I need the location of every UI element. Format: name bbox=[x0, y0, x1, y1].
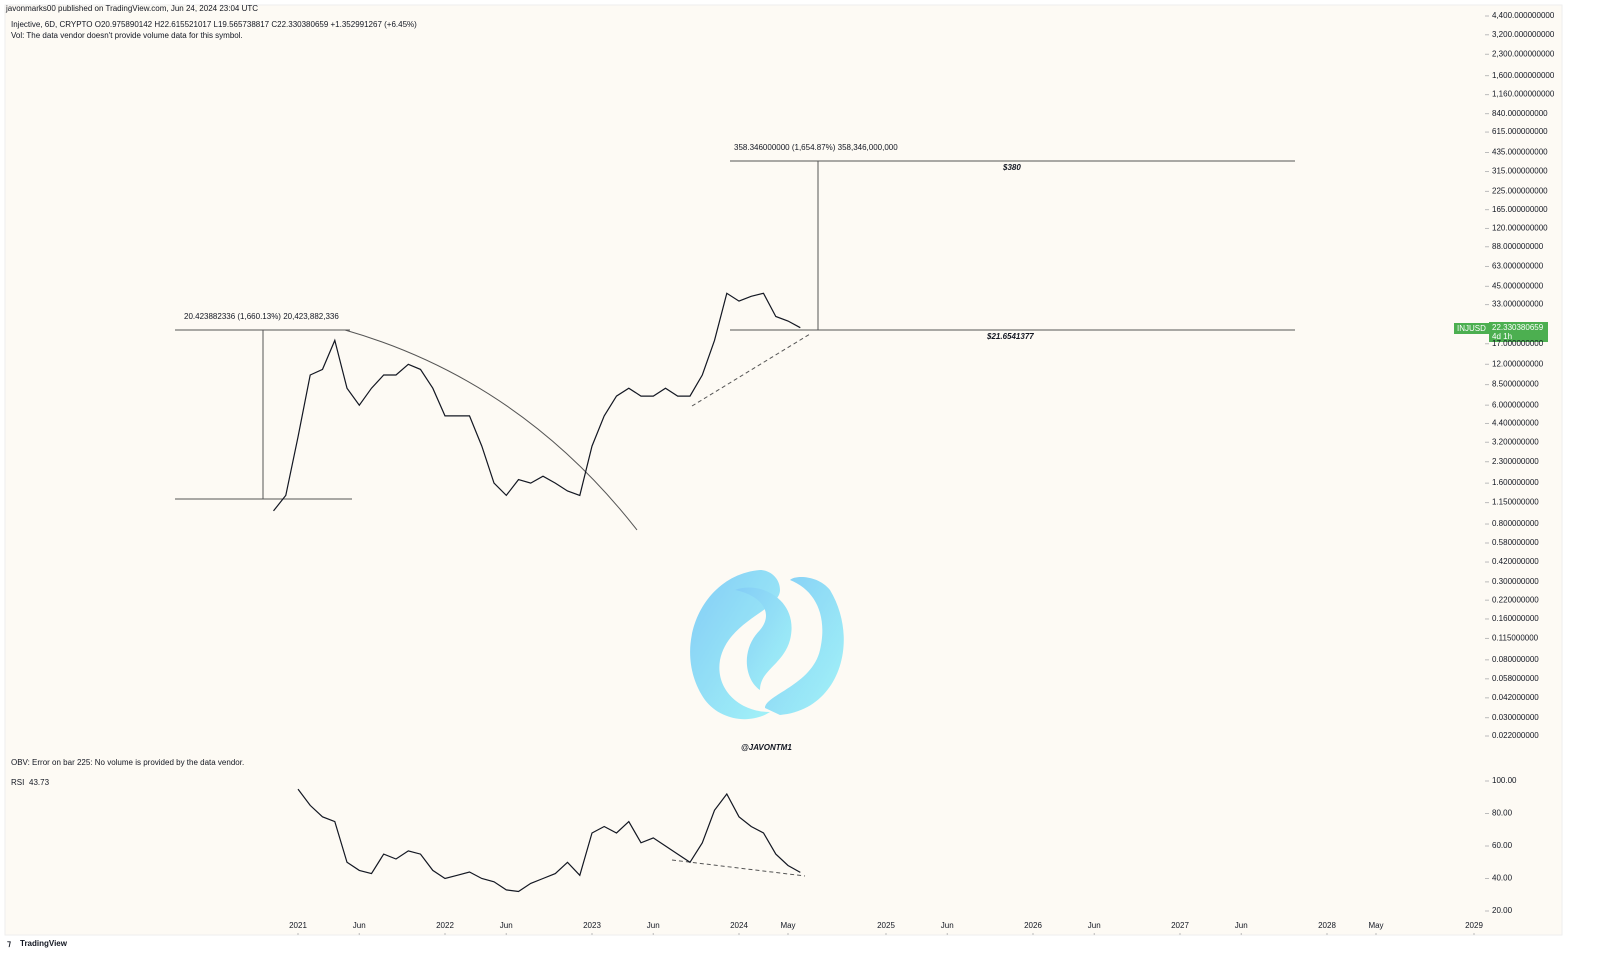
x-tick-label: 2029 bbox=[1465, 921, 1483, 930]
y-tick-label: 120.000000000 bbox=[1492, 224, 1548, 233]
y-tick-label: 0.030000000 bbox=[1492, 713, 1539, 722]
y-tick-label: 3,200.000000000 bbox=[1492, 30, 1555, 39]
x-tick-label: 2026 bbox=[1024, 921, 1042, 930]
x-tick-label: Jun bbox=[1235, 921, 1248, 930]
y-tick-label: 4,400.000000000 bbox=[1492, 11, 1555, 20]
y-tick-label: 1.150000000 bbox=[1492, 498, 1539, 507]
y-tick-label: 17.000000000 bbox=[1492, 339, 1544, 348]
y-tick-label: 63.000000000 bbox=[1492, 262, 1544, 271]
footer-brand: TradingView bbox=[20, 939, 68, 948]
price-tag-label: INJUSD bbox=[1457, 324, 1486, 333]
y-tick-label: 0.160000000 bbox=[1492, 614, 1539, 623]
y-tick-label: 3.200000000 bbox=[1492, 437, 1539, 446]
y-tick-label: 2,300.000000000 bbox=[1492, 49, 1555, 58]
y-tick-label: 0.420000000 bbox=[1492, 557, 1539, 566]
y-tick-label: 0.220000000 bbox=[1492, 595, 1539, 604]
y-tick-label: 0.580000000 bbox=[1492, 538, 1539, 547]
x-tick-label: Jun bbox=[647, 921, 660, 930]
x-tick-label: 2021 bbox=[289, 921, 307, 930]
y-tick-label: 80.00 bbox=[1492, 809, 1513, 818]
brand-icon: ⁊ bbox=[7, 939, 11, 948]
y-tick-label: 0.042000000 bbox=[1492, 693, 1539, 702]
x-tick-label: 2024 bbox=[730, 921, 748, 930]
x-tick-label: Jun bbox=[500, 921, 513, 930]
y-tick-label: 45.000000000 bbox=[1492, 281, 1544, 290]
price-box bbox=[1489, 322, 1548, 342]
y-tick-label: 0.080000000 bbox=[1492, 655, 1539, 664]
countdown: 4d 1h bbox=[1492, 332, 1512, 341]
y-tick-label: 435.000000000 bbox=[1492, 148, 1548, 157]
y-tick-label: 315.000000000 bbox=[1492, 167, 1548, 176]
support-label: $21.6541377 bbox=[986, 332, 1034, 341]
x-tick-label: May bbox=[1368, 921, 1383, 930]
y-tick-label: 4.400000000 bbox=[1492, 419, 1539, 428]
logo bbox=[690, 570, 844, 720]
y-tick-label: 0.058000000 bbox=[1492, 674, 1539, 683]
x-tick-label: May bbox=[780, 921, 795, 930]
measure-label: 358.346000000 (1,654.87%) 358,346,000,00… bbox=[734, 143, 898, 152]
y-tick-label: 12.000000000 bbox=[1492, 359, 1544, 368]
x-tick-label: 2027 bbox=[1171, 921, 1189, 930]
y-tick-label: 0.115000000 bbox=[1492, 634, 1539, 643]
rsi-title: RSI bbox=[11, 778, 24, 787]
obv-note: OBV: Error on bar 225: No volume is prov… bbox=[11, 758, 244, 767]
trend-line bbox=[691, 333, 811, 407]
y-tick-label: 8.500000000 bbox=[1492, 380, 1539, 389]
trend-line bbox=[671, 859, 806, 877]
last-price: 22.330380659 bbox=[1492, 323, 1544, 332]
y-tick-label: 2.300000000 bbox=[1492, 457, 1539, 466]
y-tick-label: 1.600000000 bbox=[1492, 478, 1539, 487]
target-label: $380 bbox=[1002, 163, 1021, 172]
x-tick-label: 2023 bbox=[583, 921, 601, 930]
y-tick-label: 0.800000000 bbox=[1492, 519, 1539, 528]
y-tick-label: 60.00 bbox=[1492, 841, 1513, 850]
y-tick-label: 88.000000000 bbox=[1492, 242, 1544, 251]
x-tick-label: Jun bbox=[941, 921, 954, 930]
x-tick-label: Jun bbox=[353, 921, 366, 930]
y-tick-label: 0.300000000 bbox=[1492, 577, 1539, 586]
symbol-info: Injective, 6D, CRYPTO O20.975890142 H22.… bbox=[11, 20, 417, 29]
x-tick-label: Jun bbox=[1088, 921, 1101, 930]
handle: @JAVONTM1 bbox=[741, 743, 792, 752]
volume-note: Vol: The data vendor doesn't provide vol… bbox=[11, 31, 243, 40]
y-tick-label: 6.000000000 bbox=[1492, 400, 1539, 409]
y-tick-label: 1,160.000000000 bbox=[1492, 90, 1555, 99]
arc bbox=[344, 329, 638, 531]
measure-label: 20.423882336 (1,660.13%) 20,423,882,336 bbox=[184, 312, 339, 321]
y-tick-label: 0.022000000 bbox=[1492, 731, 1539, 740]
plot-background bbox=[4, 4, 1563, 936]
price-tag bbox=[1454, 323, 1489, 334]
y-tick-label: 840.000000000 bbox=[1492, 109, 1548, 118]
x-tick-label: 2025 bbox=[877, 921, 895, 930]
publisher: javonmarks00 published on TradingView.co… bbox=[5, 4, 258, 13]
y-tick-label: 33.000000000 bbox=[1492, 300, 1544, 309]
y-tick-label: 100.00 bbox=[1492, 776, 1517, 785]
series-line bbox=[297, 788, 801, 893]
y-tick-label: 20.00 bbox=[1492, 906, 1513, 915]
y-tick-label: 40.00 bbox=[1492, 874, 1513, 883]
y-tick-label: 165.000000000 bbox=[1492, 205, 1548, 214]
y-tick-label: 1,600.000000000 bbox=[1492, 71, 1555, 80]
y-tick-label: 615.000000000 bbox=[1492, 127, 1548, 136]
x-tick-label: 2028 bbox=[1318, 921, 1336, 930]
x-tick-label: 2022 bbox=[436, 921, 454, 930]
y-tick-label: 225.000000000 bbox=[1492, 186, 1548, 195]
rsi-value: 43.73 bbox=[29, 778, 50, 787]
series-line bbox=[273, 292, 801, 512]
